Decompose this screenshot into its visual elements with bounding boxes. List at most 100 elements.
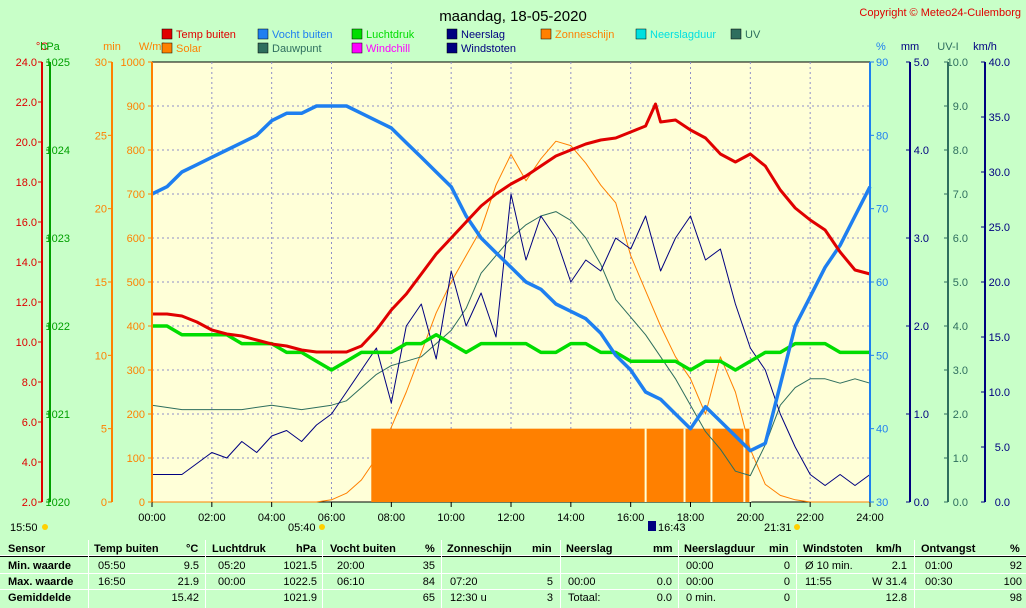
humidity-tick-label: 30 [876, 497, 888, 509]
sun_min-tick-label: 15 [95, 277, 107, 289]
wind-tick-label: 0.0 [995, 497, 1010, 509]
temp-tick-label: 20.0 [16, 137, 37, 149]
table-cell-sun_t: 07:20 [450, 576, 478, 588]
table-cell-hum_v: 65 [422, 592, 435, 604]
table-cell-hum_v: 84 [422, 576, 435, 588]
table-cell-recv_v: 98 [1009, 592, 1022, 604]
wind-tick-label: 35.0 [989, 112, 1010, 124]
table-cell-label: Gemiddelde [8, 592, 71, 604]
table-cell-pres_v: 1021.5 [283, 560, 317, 572]
wind-tick-label: 25.0 [989, 222, 1010, 234]
humidity-unit-label: % [876, 41, 886, 53]
uv-tick-label: 2.0 [953, 409, 968, 421]
header-humidity-unit: % [425, 543, 435, 555]
wind-tick-label: 5.0 [995, 442, 1010, 454]
uv-tick-label: 1.0 [953, 453, 968, 465]
table-cell-sun_t: 12:30 u [450, 592, 487, 604]
x-tick-label: 20:00 [737, 512, 765, 524]
table-cell-rdur_t: 0 min. [686, 592, 716, 604]
x-tick-label: 22:00 [796, 512, 824, 524]
legend-swatch [730, 28, 742, 40]
legend-label: Solar [176, 43, 202, 55]
legend-swatch [446, 28, 458, 40]
uv-unit-label: UV-I [937, 41, 958, 53]
header-temp-unit: °C [186, 543, 199, 555]
table-cell-pres_v: 1022.5 [283, 576, 317, 588]
stats-table: Sensor Temp buiten °C Luchtdruk hPa Voch… [0, 540, 1026, 608]
header-rain: Neerslag [566, 543, 613, 555]
uv-tick-label: 4.0 [953, 321, 968, 333]
solar-tick-label: 300 [127, 365, 145, 377]
humidity-tick-label: 60 [876, 277, 888, 289]
pressure-tick-label: 1020 [46, 497, 70, 509]
solar-tick-label: 0 [139, 497, 145, 509]
table-cell-hum_t: 06:10 [337, 576, 365, 588]
header-sunshine: Zonneschijn [447, 543, 512, 555]
uv-tick-label: 9.0 [953, 101, 968, 113]
table-cell-recv_t: 01:00 [925, 560, 953, 572]
pressure-tick-label: 1024 [46, 145, 70, 157]
legend-label: Neerslagduur [650, 29, 716, 41]
legend-label: Neerslag [461, 29, 505, 41]
temp-unit-label: °C [36, 41, 48, 53]
header-raindur: Neerslagduur [684, 543, 755, 555]
sunshine-gap [683, 428, 686, 502]
table-cell-wind_v: 2.1 [891, 560, 907, 572]
table-cell-rain_v: 0.0 [656, 592, 672, 604]
series-solar [152, 140, 870, 503]
legend-swatch [257, 28, 269, 40]
rain-tick-label: 0.0 [914, 497, 929, 509]
header-reception: Ontvangst [921, 543, 976, 555]
table-cell-hum_v: 35 [422, 560, 435, 572]
header-wind: Windstoten [803, 543, 863, 555]
header-raindur-unit: min [769, 543, 789, 555]
table-cell-recv_v: 100 [1003, 576, 1022, 588]
sunshine-gap [749, 428, 752, 502]
legend-swatch [351, 28, 363, 40]
uv-tick-label: 6.0 [953, 233, 968, 245]
sun_min-tick-label: 5 [101, 424, 107, 436]
sun-marker-icon [42, 524, 48, 530]
table-cell-sun_v: 3 [546, 592, 553, 604]
legend-swatch [351, 42, 363, 54]
rain-tick-label: 2.0 [914, 321, 929, 333]
sunrise-label: 05:40 [288, 522, 316, 534]
sunshine-gap [710, 428, 713, 502]
legend-label: UV [745, 29, 761, 41]
series-temp-buiten [152, 102, 871, 354]
copyright-text: Copyright © Meteo24-Culemborg [859, 7, 1021, 19]
header-humidity: Vocht buiten [330, 543, 396, 555]
sunset-label: 21:31 [764, 522, 792, 534]
temp-tick-label: 8.0 [22, 377, 37, 389]
temp-tick-label: 22.0 [16, 97, 37, 109]
uv-tick-label: 8.0 [953, 145, 968, 157]
temp-tick-label: 16.0 [16, 217, 37, 229]
sunrise-icon [319, 524, 325, 530]
legend-label: Temp buiten [176, 29, 236, 41]
humidity-tick-label: 50 [876, 350, 888, 362]
left-time-label: 15:50 [10, 522, 38, 534]
table-cell-label: Max. waarde [8, 576, 74, 588]
wind-tick-label: 30.0 [989, 167, 1010, 179]
rain-unit-label: mm [901, 41, 919, 53]
temp-tick-label: 18.0 [16, 177, 37, 189]
table-cell-sun_v: 5 [546, 576, 553, 588]
rain-tick-label: 3.0 [914, 233, 929, 245]
moon-marker-icon [648, 521, 656, 531]
header-sensor: Sensor [8, 543, 46, 555]
x-tick-label: 02:00 [198, 512, 226, 524]
series-vocht-buiten [151, 104, 872, 453]
x-tick-label: 14:00 [557, 512, 585, 524]
uv-tick-label: 5.0 [953, 277, 968, 289]
uv-tick-label: 3.0 [953, 365, 968, 377]
legend-swatch [161, 42, 173, 54]
x-tick-label: 12:00 [497, 512, 525, 524]
header-reception-unit: % [1010, 543, 1020, 555]
table-cell-label: Min. waarde [8, 560, 71, 572]
header-rain-unit: mm [653, 543, 673, 555]
x-tick-label: 00:00 [138, 512, 166, 524]
pressure-tick-label: 1021 [46, 409, 70, 421]
weather-chart: 00:00 02:00 04:00 06:00 08:00 10:00 12:00 14:00… [10, 7, 1021, 534]
rain-tick-label: 5.0 [914, 57, 929, 69]
humidity-tick-label: 70 [876, 204, 888, 216]
